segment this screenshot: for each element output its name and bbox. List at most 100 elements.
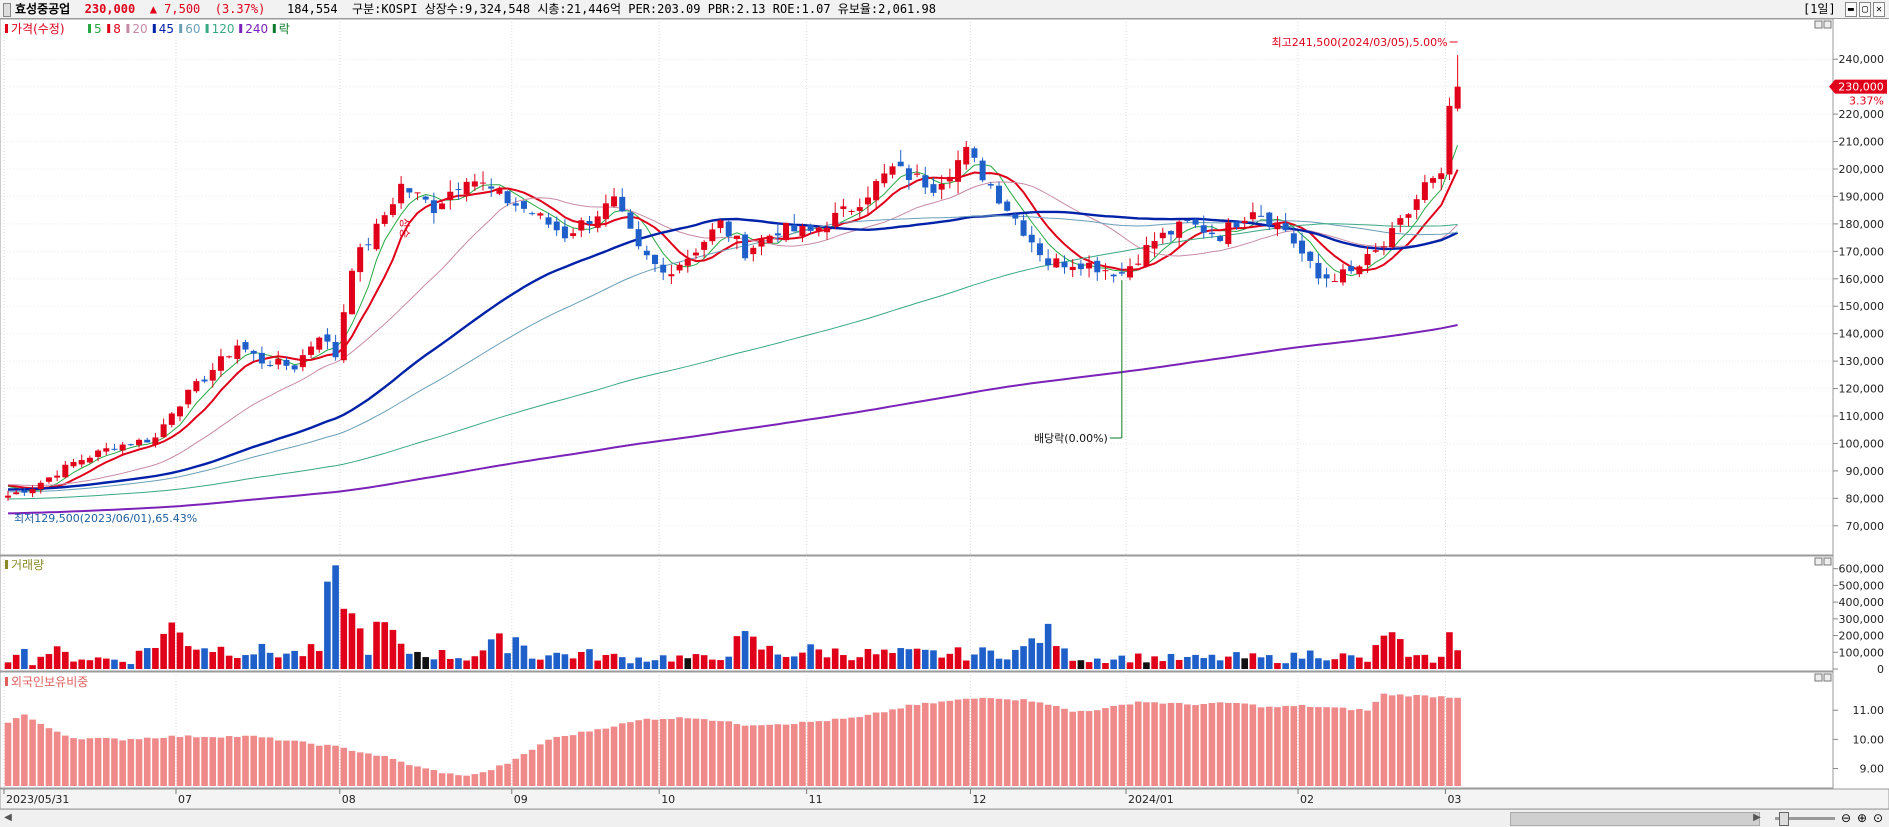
foreign-ratio-bar[interactable] <box>578 731 585 786</box>
volume-bar[interactable] <box>299 656 307 669</box>
volume-bar[interactable] <box>70 661 77 669</box>
volume-bar[interactable] <box>37 656 45 669</box>
candle-body[interactable] <box>1307 251 1314 261</box>
foreign-ratio-bar[interactable] <box>1290 706 1298 786</box>
foreign-ratio-bar[interactable] <box>790 724 798 786</box>
volume-bar[interactable] <box>971 654 978 669</box>
foreign-ratio-bar[interactable] <box>1044 704 1052 786</box>
foreign-ratio-bar[interactable] <box>381 755 389 786</box>
foreign-ratio-bar[interactable] <box>1446 697 1453 786</box>
candle-body[interactable] <box>856 207 863 211</box>
foreign-ratio-bar[interactable] <box>348 750 356 786</box>
foreign-ratio-bar[interactable] <box>340 747 348 786</box>
candle-body[interactable] <box>324 334 331 342</box>
foreign-ratio-bar[interactable] <box>602 728 610 786</box>
candle-body[interactable] <box>1208 232 1215 235</box>
volume-bar[interactable] <box>119 661 126 669</box>
foreign-ratio-bar[interactable] <box>946 700 954 786</box>
foreign-ratio-bar[interactable] <box>446 773 454 786</box>
candle-body[interactable] <box>652 254 659 265</box>
foreign-ratio-bar[interactable] <box>356 752 364 786</box>
candle-body[interactable] <box>504 191 511 204</box>
candle-body[interactable] <box>160 424 167 438</box>
foreign-ratio-bar[interactable] <box>127 738 135 786</box>
foreign-ratio-bar[interactable] <box>1315 707 1322 786</box>
volume-bar[interactable] <box>1257 657 1265 669</box>
foreign-ratio-bar[interactable] <box>733 724 741 786</box>
volume-bar[interactable] <box>1380 635 1388 669</box>
candle-body[interactable] <box>1217 236 1224 241</box>
foreign-ratio-bar[interactable] <box>193 737 200 786</box>
volume-bar[interactable] <box>201 648 208 669</box>
foreign-ratio-bar[interactable] <box>905 704 913 786</box>
foreign-ratio-bar[interactable] <box>496 765 503 786</box>
foreign-ratio-bar[interactable] <box>135 739 143 786</box>
candle-body[interactable] <box>54 475 61 478</box>
candle-body[interactable] <box>602 203 609 220</box>
foreign-ratio-bar[interactable] <box>537 744 544 786</box>
candle-body[interactable] <box>45 477 52 482</box>
volume-bar[interactable] <box>1143 662 1150 669</box>
candle-body[interactable] <box>37 482 44 490</box>
volume-bar[interactable] <box>766 645 773 669</box>
foreign-ratio-bar[interactable] <box>1110 705 1117 786</box>
volume-bar[interactable] <box>1339 653 1347 669</box>
foreign-ratio-bar[interactable] <box>1069 711 1076 786</box>
foreign-ratio-bar[interactable] <box>283 740 290 786</box>
foreign-ratio-bar[interactable] <box>545 739 552 786</box>
volume-bar[interactable] <box>1298 658 1306 669</box>
foreign-ratio-bar[interactable] <box>618 723 626 786</box>
foreign-ratio-bar[interactable] <box>594 729 601 786</box>
candle-body[interactable] <box>95 450 102 457</box>
volume-bar[interactable] <box>422 657 429 669</box>
foreign-ratio-bar[interactable] <box>774 724 782 786</box>
volume-bar[interactable] <box>676 655 683 669</box>
candle-body[interactable] <box>709 229 716 242</box>
candle-body[interactable] <box>1339 269 1346 283</box>
foreign-ratio-bar[interactable] <box>1192 705 1199 786</box>
volume-minimize-icon[interactable] <box>1814 557 1823 566</box>
foreign-ratio-bar[interactable] <box>569 735 577 786</box>
candle-body[interactable] <box>389 204 396 215</box>
foreign-ratio-bar[interactable] <box>1306 706 1314 786</box>
volume-bar[interactable] <box>684 658 692 669</box>
foreign-ratio-bar[interactable] <box>1388 695 1396 786</box>
volume-bar[interactable] <box>807 644 814 669</box>
candle-body[interactable] <box>725 221 732 237</box>
volume-bar[interactable] <box>1249 653 1257 669</box>
volume-bar[interactable] <box>430 659 438 669</box>
volume-bar[interactable] <box>1077 660 1085 669</box>
foreign-ratio-bar[interactable] <box>872 712 880 786</box>
candle-body[interactable] <box>62 464 69 478</box>
candle-body[interactable] <box>1274 222 1281 230</box>
volume-bar[interactable] <box>111 659 118 669</box>
candle-body[interactable] <box>357 247 364 273</box>
foreign-ratio-bar[interactable] <box>717 721 724 786</box>
candle-body[interactable] <box>955 160 962 182</box>
volume-bar[interactable] <box>840 655 847 669</box>
foreign-ratio-bar[interactable] <box>1405 696 1412 786</box>
foreign-ratio-bar[interactable] <box>553 736 561 786</box>
candle-body[interactable] <box>774 233 781 236</box>
foreign-ratio-bar[interactable] <box>1257 707 1265 786</box>
volume-bar[interactable] <box>578 652 585 669</box>
candle-body[interactable] <box>316 337 323 350</box>
volume-bar[interactable] <box>340 608 348 669</box>
volume-bar[interactable] <box>1044 623 1052 669</box>
candle-body[interactable] <box>537 213 544 216</box>
volume-bar[interactable] <box>692 654 700 669</box>
candle-body[interactable] <box>1299 240 1306 254</box>
volume-bar[interactable] <box>356 628 364 669</box>
candle-body[interactable] <box>1184 220 1191 222</box>
panel-minimize-icon[interactable] <box>1814 20 1823 29</box>
candle-body[interactable] <box>1192 219 1199 225</box>
volume-bar[interactable] <box>856 657 864 669</box>
foreign-ratio-bar[interactable] <box>1437 696 1445 786</box>
candle-body[interactable] <box>586 220 593 224</box>
candle-body[interactable] <box>619 196 626 212</box>
foreign-ratio-bar[interactable] <box>1028 701 1036 786</box>
foreign-ratio-bar[interactable] <box>643 718 651 786</box>
candle-body[interactable] <box>373 223 380 250</box>
candle-body[interactable] <box>1438 173 1445 180</box>
candle-body[interactable] <box>1077 263 1084 270</box>
